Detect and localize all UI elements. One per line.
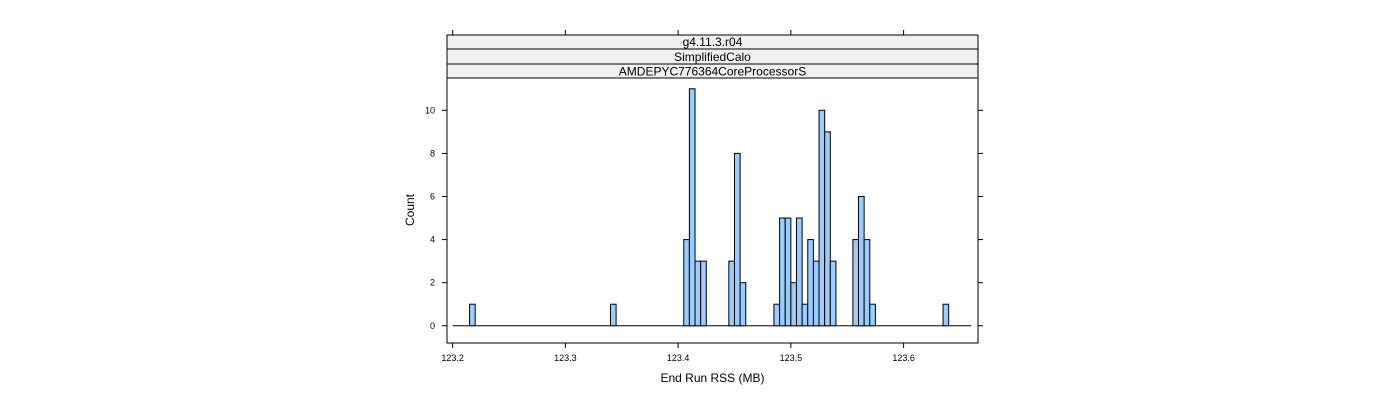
y-axis-title: Count xyxy=(403,193,417,226)
strip-headers: g4.11.3.r04 SimplifiedCalo AMDEPYC776364… xyxy=(446,34,979,79)
histogram-bar xyxy=(857,195,865,327)
x-axis: 123.2 123.3 123.4 123.5 123.6 xyxy=(441,30,915,363)
y-tick-label: 10 xyxy=(425,105,435,115)
histogram-bar xyxy=(869,303,876,327)
histogram-bar xyxy=(469,303,476,327)
y-tick-label: 6 xyxy=(430,191,435,201)
histogram-bar xyxy=(829,260,837,327)
histogram-bar xyxy=(773,303,781,327)
x-tick-label: 123.5 xyxy=(780,353,803,363)
y-tick-label: 4 xyxy=(430,235,435,245)
strip-label-1: g4.11.3.r04 xyxy=(683,35,743,49)
histogram-bar xyxy=(795,217,803,327)
histogram-bar xyxy=(852,239,859,327)
histogram-bars xyxy=(452,88,972,327)
y-axis: 0 2 4 6 8 10 xyxy=(425,105,983,331)
x-tick-label: 123.4 xyxy=(667,353,690,363)
strip-label-2: SimplifiedCalo xyxy=(674,50,751,64)
histogram-bar xyxy=(683,239,690,327)
histogram-bar xyxy=(812,260,820,327)
histogram-bar xyxy=(779,217,786,327)
histogram-bar xyxy=(694,260,702,327)
histogram-bar xyxy=(733,152,741,327)
histogram-bar xyxy=(942,303,950,327)
histogram-bar xyxy=(790,282,797,327)
histogram-bar xyxy=(818,109,826,327)
histogram-bar xyxy=(807,239,814,327)
histogram-bar xyxy=(728,260,735,327)
histogram-bar xyxy=(688,88,696,327)
y-tick-label: 0 xyxy=(430,321,435,331)
histogram-bar xyxy=(609,303,617,327)
x-tick-label: 123.6 xyxy=(892,353,915,363)
y-tick-label: 8 xyxy=(430,148,435,158)
histogram-bar xyxy=(824,131,831,327)
histogram-bar xyxy=(801,303,809,327)
x-tick-label: 123.2 xyxy=(441,353,464,363)
histogram-bar xyxy=(863,239,871,327)
y-tick-label: 2 xyxy=(430,278,435,288)
x-tick-label: 123.3 xyxy=(554,353,577,363)
x-axis-title: End Run RSS (MB) xyxy=(660,371,764,385)
panel-frame xyxy=(446,77,979,344)
histogram-bar xyxy=(784,217,792,327)
histogram-bar xyxy=(739,282,747,327)
histogram-bar xyxy=(700,260,707,327)
strip-label-3: AMDEPYC776364CoreProcessorS xyxy=(619,65,806,79)
